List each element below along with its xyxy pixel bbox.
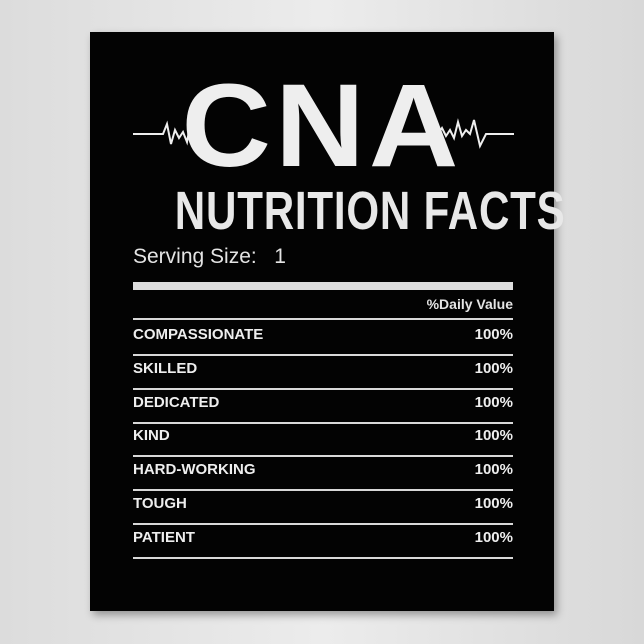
row-value: 100% <box>474 495 513 512</box>
daily-value-header: %Daily Value <box>426 296 513 312</box>
serving-size-value: 1 <box>274 245 286 268</box>
thick-divider <box>133 282 513 290</box>
row-value: 100% <box>474 393 513 411</box>
title: CNA <box>181 60 463 192</box>
row-value: 100% <box>474 427 513 445</box>
row-label: HARD-WORKING <box>133 461 256 479</box>
heartbeat-right-icon <box>430 118 514 149</box>
row-value: 100% <box>474 461 513 479</box>
divider <box>133 421 513 424</box>
nutrition-row: HARD-WORKING 100% <box>133 459 513 481</box>
divider <box>133 455 513 458</box>
row-label: DEDICATED <box>133 393 220 411</box>
row-label: COMPASSIONATE <box>133 326 264 343</box>
serving-size-label: Serving Size: <box>133 245 257 268</box>
row-value: 100% <box>474 528 513 546</box>
row-value: 100% <box>474 359 513 377</box>
divider <box>133 387 513 390</box>
heartbeat-left-icon <box>133 119 205 146</box>
row-label: PATIENT <box>133 528 195 546</box>
nutrition-row: DEDICATED 100% <box>133 392 513 414</box>
divider <box>133 318 513 320</box>
subtitle: NUTRITION FACTS <box>174 181 566 241</box>
divider <box>133 489 513 492</box>
divider <box>133 556 513 559</box>
nutrition-row: PATIENT 100% <box>133 527 513 549</box>
serving-size: Serving Size: 1 <box>133 244 286 270</box>
divider <box>133 354 513 356</box>
nutrition-row: SKILLED 100% <box>133 358 513 380</box>
row-label: TOUGH <box>133 495 187 512</box>
nutrition-row: COMPASSIONATE 100% <box>133 324 513 346</box>
row-label: KIND <box>133 427 170 445</box>
row-label: SKILLED <box>133 359 198 377</box>
row-value: 100% <box>474 326 513 343</box>
nutrition-row: TOUGH 100% <box>133 493 513 515</box>
poster: CNA NUTRITION FACTS Serving Size: 1 %Dai… <box>90 32 566 611</box>
divider <box>133 523 513 525</box>
nutrition-row: KIND 100% <box>133 425 513 447</box>
